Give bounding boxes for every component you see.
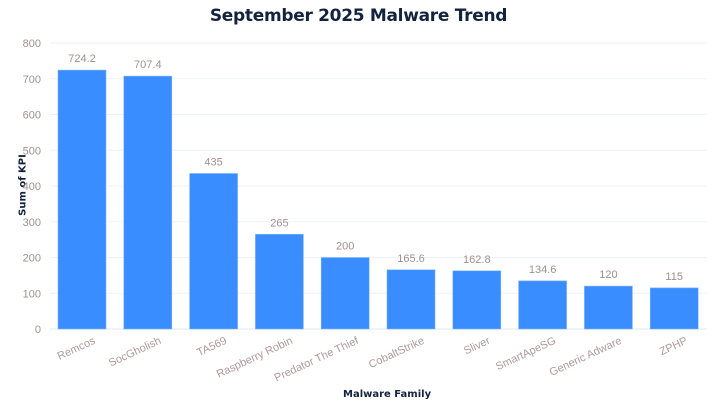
y-tick-label: 200 bbox=[23, 253, 41, 265]
data-label: 200 bbox=[336, 241, 354, 253]
chart-title: September 2025 Malware Trend bbox=[209, 6, 508, 26]
y-tick-label: 300 bbox=[23, 217, 41, 229]
bar bbox=[320, 257, 370, 330]
bar bbox=[189, 173, 238, 330]
y-tick-label: 0 bbox=[35, 324, 41, 336]
x-category-label: Sliver bbox=[462, 335, 492, 358]
bar bbox=[57, 69, 107, 330]
data-label: 265 bbox=[270, 217, 288, 229]
data-label: 115 bbox=[665, 271, 683, 283]
y-tick-label: 700 bbox=[23, 74, 41, 86]
y-tick-label: 400 bbox=[23, 181, 41, 193]
x-category-label: CobaltStrike bbox=[367, 335, 426, 371]
bar bbox=[123, 75, 173, 330]
bar bbox=[255, 233, 304, 330]
bar bbox=[386, 269, 436, 330]
x-category-label: SocGholish bbox=[107, 335, 163, 370]
y-tick-label: 800 bbox=[23, 38, 41, 50]
data-labels: 724.2 707.4 435 265 200 165.6 162.8 134.6 120 115 bbox=[68, 53, 683, 283]
data-label: 120 bbox=[599, 269, 617, 281]
data-label: 724.2 bbox=[68, 53, 96, 65]
x-category-label: Generic Adware bbox=[548, 335, 624, 379]
bar bbox=[452, 270, 502, 330]
data-label: 707.4 bbox=[134, 59, 162, 71]
bar bbox=[518, 280, 567, 330]
y-axis-ticks: 0 100 200 300 400 500 600 700 800 bbox=[23, 38, 41, 336]
data-label: 134.6 bbox=[529, 264, 557, 276]
data-label: 162.8 bbox=[463, 254, 491, 266]
x-category-label: ZPHP bbox=[658, 335, 690, 358]
y-tick-label: 500 bbox=[23, 145, 41, 157]
bars bbox=[57, 69, 699, 330]
y-tick-label: 600 bbox=[23, 110, 41, 122]
bar bbox=[584, 285, 633, 330]
data-label: 165.6 bbox=[397, 253, 425, 265]
y-tick-label: 100 bbox=[23, 288, 41, 300]
x-category-label: Remcos bbox=[56, 335, 98, 363]
x-axis-title: Malware Family bbox=[343, 389, 432, 400]
x-category-label: TA569 bbox=[195, 335, 229, 359]
data-label: 435 bbox=[204, 156, 222, 168]
bar bbox=[649, 287, 699, 330]
